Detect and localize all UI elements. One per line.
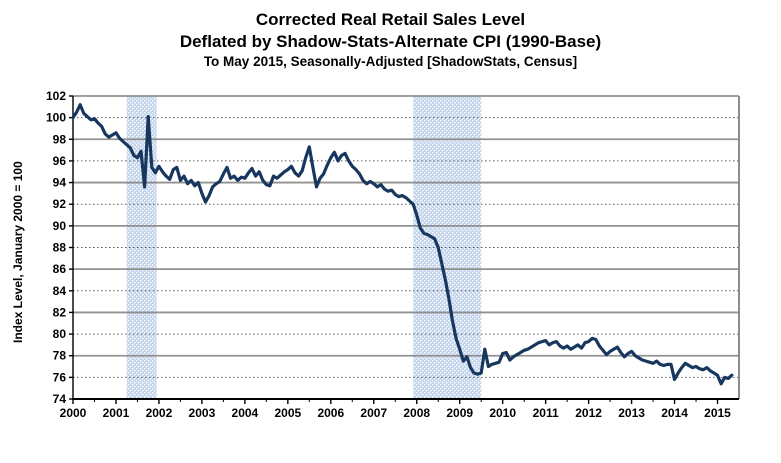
x-tick-label: 2001 <box>103 406 130 420</box>
y-tick-label: 82 <box>53 305 67 319</box>
y-tick-label: 100 <box>46 111 66 125</box>
x-tick-label: 2015 <box>704 406 731 420</box>
chart-subtitle: Deflated by Shadow-Stats-Alternate CPI (… <box>179 32 602 51</box>
x-tick-label: 2002 <box>146 406 173 420</box>
y-tick-label: 86 <box>53 262 67 276</box>
y-tick-label: 96 <box>53 154 67 168</box>
y-tick-label: 94 <box>53 176 67 190</box>
chart-title-block: Corrected Real Retail Sales Level Deflat… <box>0 9 781 71</box>
x-tick-label: 2000 <box>60 406 87 420</box>
y-tick-label: 102 <box>46 89 66 103</box>
x-tick-label: 2003 <box>189 406 216 420</box>
x-tick-label: 2012 <box>575 406 602 420</box>
chart-title: Corrected Real Retail Sales Level <box>255 10 526 29</box>
recession-band <box>413 96 482 399</box>
y-tick-label: 76 <box>53 370 67 384</box>
data-line <box>71 103 734 386</box>
y-tick-label: 98 <box>53 132 67 146</box>
x-tick-label: 2014 <box>661 406 688 420</box>
x-tick-label: 2007 <box>360 406 387 420</box>
y-tick-label: 80 <box>53 327 67 341</box>
x-tick-label: 2010 <box>489 406 516 420</box>
y-tick-label: 78 <box>53 349 67 363</box>
x-tick-label: 2005 <box>274 406 301 420</box>
x-tick-label: 2004 <box>232 406 259 420</box>
x-tick-label: 2011 <box>533 406 559 420</box>
y-tick-label: 74 <box>53 392 67 406</box>
y-tick-label: 92 <box>53 197 67 211</box>
x-tick-label: 2009 <box>446 406 473 420</box>
x-tick-label: 2013 <box>618 406 645 420</box>
x-tick-label: 2008 <box>403 406 430 420</box>
chart-caption: To May 2015, Seasonally-Adjusted [Shadow… <box>203 54 578 69</box>
y-tick-label: 84 <box>53 284 67 298</box>
y-tick-label: 90 <box>53 219 67 233</box>
y-tick-label: 88 <box>53 241 67 255</box>
x-tick-label: 2006 <box>317 406 344 420</box>
